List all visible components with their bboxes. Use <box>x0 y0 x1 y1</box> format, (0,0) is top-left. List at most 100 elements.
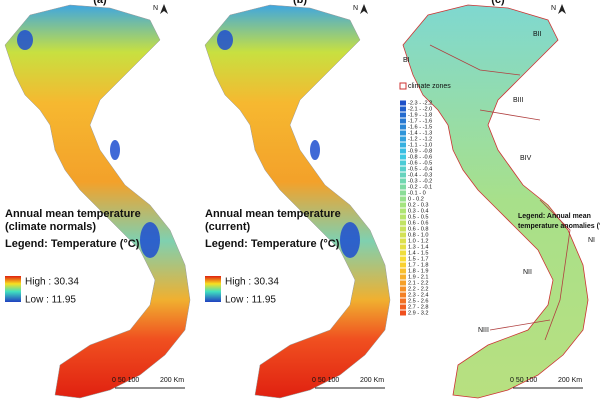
legend-high: High : 30.34 <box>225 277 279 288</box>
zone-borders <box>429 44 571 341</box>
class-swatch <box>400 220 406 226</box>
zone-label: NIII <box>478 327 489 334</box>
scale-label: 0 50 100 <box>312 377 339 384</box>
class-swatch <box>400 250 406 256</box>
class-label: 2.9 - 3.2 <box>408 310 429 316</box>
class-swatch <box>400 100 406 106</box>
legend-title: Legend: Annual mean <box>518 213 591 220</box>
class-label: 0.3 - 0.4 <box>408 208 429 214</box>
class-swatch <box>400 190 406 196</box>
class-label: -0.1 - 0 <box>408 190 426 196</box>
class-label: -0.4 - -0.3 <box>408 172 432 178</box>
class-swatch <box>400 106 406 112</box>
class-label: -0.6 - -0.5 <box>408 160 432 166</box>
map-title: Annual mean temperature <box>205 208 341 220</box>
zone-label: BIV <box>520 155 532 162</box>
class-swatch <box>400 226 406 232</box>
north-label: N <box>551 5 556 12</box>
class-label: 0.8 - 1.0 <box>408 232 429 238</box>
north-label: N <box>153 5 158 12</box>
class-swatch <box>400 232 406 238</box>
north-arrow <box>160 4 168 14</box>
class-swatch <box>400 196 406 202</box>
zones-legend-swatch <box>399 82 407 90</box>
zone-label: BIII <box>513 97 524 104</box>
class-label: 1.9 - 2.1 <box>408 274 429 280</box>
class-swatch <box>400 118 406 124</box>
panel-label: (b) <box>293 0 307 6</box>
class-label: -1.6 - -1.5 <box>408 124 432 130</box>
legend-title: Legend: Temperature (°C) <box>5 238 140 250</box>
class-swatch <box>400 136 406 142</box>
north-label: N <box>353 5 358 12</box>
legend-low: Low : 11.95 <box>225 295 276 306</box>
map-c <box>402 4 589 399</box>
class-label: -1.4 - -1.3 <box>408 130 432 136</box>
north-arrow <box>360 4 368 14</box>
class-label: 2.5 - 2.6 <box>408 298 429 304</box>
class-label: -0.3 - -0.2 <box>408 178 432 184</box>
class-swatch <box>400 208 406 214</box>
zone-label: BII <box>533 31 542 38</box>
class-label: 1.7 - 1.8 <box>408 262 429 268</box>
legend-low: Low : 11.95 <box>25 295 76 306</box>
legend-high: High : 30.34 <box>25 277 79 288</box>
class-swatch <box>400 286 406 292</box>
class-label: -0.8 - -0.6 <box>408 154 432 160</box>
scale-label: 200 Km <box>558 377 582 384</box>
highland-patches <box>17 30 360 258</box>
zone-label: NII <box>523 269 532 276</box>
class-label: 1.4 - 1.5 <box>408 250 429 256</box>
zone-label: NI <box>588 237 595 244</box>
class-label: 2.3 - 2.4 <box>408 292 429 298</box>
class-swatch <box>400 154 406 160</box>
panel-label: (a) <box>93 0 107 6</box>
class-label: 1.5 - 1.7 <box>408 256 429 262</box>
color-ramp <box>205 276 221 302</box>
class-label: -1.2 - -1.2 <box>408 136 432 142</box>
class-swatch <box>400 160 406 166</box>
class-label: 2.2 - 2.2 <box>408 286 429 292</box>
class-label: -0.2 - -0.1 <box>408 184 432 190</box>
class-swatch <box>400 148 406 154</box>
class-swatch <box>400 256 406 262</box>
class-swatch <box>400 244 406 250</box>
class-label: 2.1 - 2.2 <box>408 280 429 286</box>
class-swatch <box>400 184 406 190</box>
class-swatch <box>400 142 406 148</box>
class-label: -1.9 - -1.8 <box>408 112 432 118</box>
panel-label: (c) <box>491 0 505 6</box>
class-swatch <box>400 262 406 268</box>
scale-label: 0 50 100 <box>510 377 537 384</box>
class-swatch <box>400 280 406 286</box>
class-label: 1.3 - 1.4 <box>408 244 429 250</box>
class-swatch <box>400 124 406 130</box>
class-label: 0.5 - 0.5 <box>408 214 429 220</box>
class-label: -2.1 - -2.0 <box>408 106 432 112</box>
class-swatch <box>400 172 406 178</box>
map-title: (current) <box>205 221 251 233</box>
class-label: -0.9 - -0.8 <box>408 148 432 154</box>
class-label: 1.8 - 1.9 <box>408 268 429 274</box>
map-title: (climate normals) <box>5 221 96 233</box>
map-b <box>204 4 391 399</box>
class-swatch <box>400 292 406 298</box>
class-swatch <box>400 274 406 280</box>
class-swatch <box>400 130 406 136</box>
class-swatch <box>400 112 406 118</box>
class-swatch <box>400 166 406 172</box>
class-swatch <box>400 178 406 184</box>
class-label: 2.7 - 2.8 <box>408 304 429 310</box>
class-label: 0.6 - 0.8 <box>408 226 429 232</box>
class-swatch <box>400 298 406 304</box>
north-arrow <box>558 4 566 14</box>
map-title: Annual mean temperature <box>5 208 141 220</box>
class-label: 0 - 0.2 <box>408 196 424 202</box>
legend-title: Legend: Temperature (°C) <box>205 238 340 250</box>
legend-title: temperature anomalies (°C) <box>518 222 600 230</box>
map-a <box>4 4 191 399</box>
class-label: -1.1 - -1.0 <box>408 142 432 148</box>
class-swatch <box>400 214 406 220</box>
class-label: -2.3 - -2.2 <box>408 100 432 106</box>
class-label: -0.5 - -0.4 <box>408 166 432 172</box>
